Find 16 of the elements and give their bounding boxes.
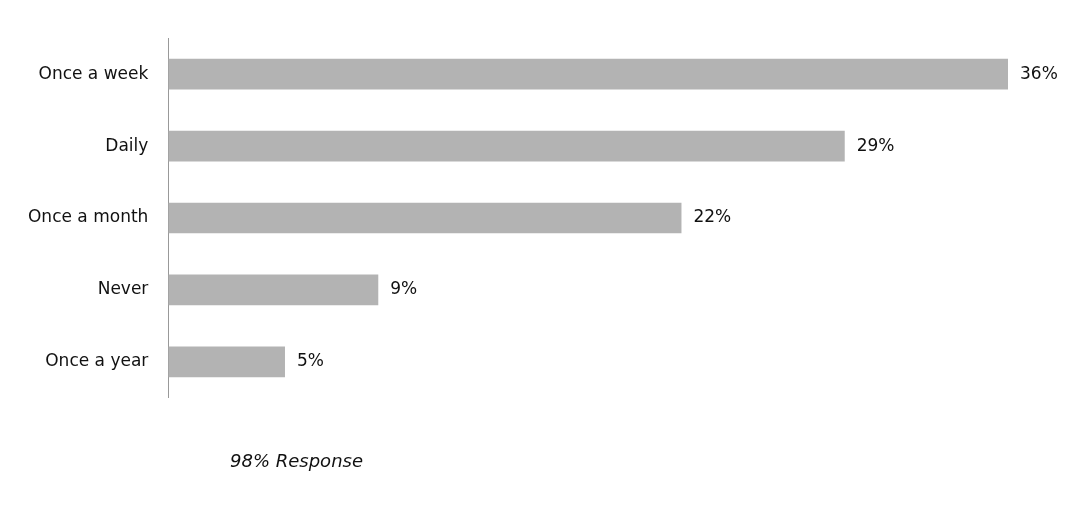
data-label: 9% — [390, 278, 418, 299]
bar — [168, 274, 379, 306]
data-label: 5% — [296, 350, 324, 371]
bar — [168, 58, 1008, 90]
data-label: 29% — [856, 134, 895, 155]
y-tick-label: Once a month — [27, 206, 149, 227]
y-tick-label: Once a week — [38, 62, 149, 83]
data-label: 22% — [693, 206, 732, 227]
bar — [168, 202, 682, 234]
text: 98% Response — [230, 450, 364, 471]
bar — [168, 130, 845, 162]
bar — [168, 346, 285, 378]
y-tick-label: Once a year — [45, 350, 149, 371]
y-tick-label: Daily — [105, 134, 149, 155]
y-tick-label: Never — [97, 278, 149, 299]
data-label: 36% — [1020, 62, 1058, 83]
